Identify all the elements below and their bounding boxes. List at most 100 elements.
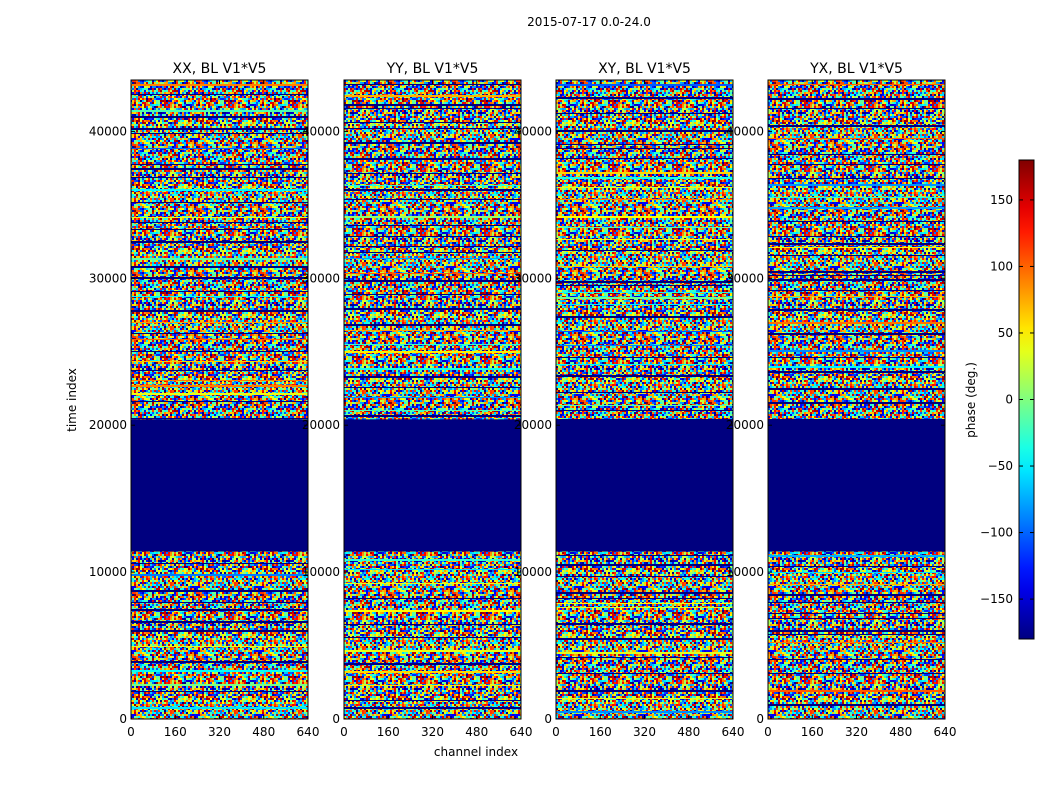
stripe	[556, 199, 733, 200]
y-tick-label: 30000	[302, 271, 340, 285]
stripe	[131, 602, 308, 603]
stripe	[556, 555, 733, 556]
stripe	[131, 333, 308, 334]
stripe	[556, 711, 733, 713]
y-tick-label: 0	[544, 712, 552, 726]
stripe	[556, 331, 733, 332]
stripe	[768, 371, 945, 373]
stripe	[768, 178, 945, 179]
y-tick-label: 20000	[514, 418, 552, 432]
x-tick-label: 0	[552, 725, 560, 739]
stripe	[344, 637, 521, 638]
stripe	[556, 130, 733, 132]
y-tick-label: 10000	[89, 565, 127, 579]
stripe	[344, 700, 521, 701]
stripe	[344, 236, 521, 237]
stripe	[131, 217, 308, 218]
x-tick-label: 480	[252, 725, 275, 739]
x-tick-label: 480	[889, 725, 912, 739]
stripe	[131, 661, 308, 663]
x-tick-label: 640	[934, 725, 957, 739]
stripe	[556, 172, 733, 174]
stripe	[344, 650, 521, 652]
stripe	[768, 271, 945, 273]
stripe	[768, 184, 945, 186]
stripe	[556, 410, 733, 411]
stripe	[344, 707, 521, 709]
stripe	[131, 189, 308, 191]
stripe	[768, 255, 945, 256]
stripe	[131, 222, 308, 223]
stripe	[344, 108, 521, 109]
stripe	[344, 173, 521, 174]
stripe	[556, 690, 733, 692]
stripe	[556, 638, 733, 640]
stripe	[556, 405, 733, 406]
stripe	[556, 187, 733, 188]
panel-4: YX, BL V1*V5 0 160 320 480 640 0 10000 20000 3000…	[726, 61, 957, 739]
stripe	[556, 113, 733, 114]
stripe	[344, 225, 521, 226]
stripe	[131, 351, 308, 352]
x-tick-label: 0	[340, 725, 348, 739]
stripe	[344, 258, 521, 259]
stripe	[556, 84, 733, 86]
stripe	[344, 294, 521, 295]
stripe	[344, 104, 521, 106]
stripe	[556, 158, 733, 159]
x-tick-label: 320	[421, 725, 444, 739]
stripe	[131, 401, 308, 402]
stripe	[344, 330, 521, 331]
y-tick-label: 0	[119, 712, 127, 726]
stripe	[131, 646, 308, 647]
x-tick-label: 320	[208, 725, 231, 739]
stripe	[768, 108, 945, 109]
x-tick-label: 640	[722, 725, 745, 739]
panel-2: YY, BL V1*V5 0 160 320 480 640 0 10000 20000 3000…	[302, 61, 533, 739]
stripe	[344, 559, 521, 561]
stripe	[768, 236, 945, 237]
flagged-band	[556, 419, 733, 552]
stripe	[344, 189, 521, 191]
stripe	[344, 308, 521, 310]
stripe	[131, 707, 308, 709]
stripe	[556, 285, 733, 286]
stripe	[556, 603, 733, 604]
stripe	[344, 273, 521, 274]
panel-1: XX, BL V1*V5 0 160 320 480 640 0 10000 20000 3000…	[89, 61, 320, 739]
stripe	[768, 630, 945, 632]
stripe	[344, 122, 521, 123]
stripe	[556, 698, 733, 699]
stripe	[131, 380, 308, 381]
stripe	[556, 576, 733, 577]
stripe	[131, 202, 308, 203]
stripe	[131, 168, 308, 170]
stripe	[131, 370, 308, 371]
colorbar-tick-label: −50	[988, 459, 1013, 473]
stripe	[344, 685, 521, 686]
colorbar-tick-label: 100	[990, 259, 1013, 273]
stripe	[131, 296, 308, 297]
stripe	[768, 164, 945, 165]
stripe	[556, 292, 733, 293]
colorbar-label: phase (deg.)	[964, 362, 978, 438]
stripe	[344, 324, 521, 326]
y-axis-label: time index	[65, 368, 79, 432]
stripe	[131, 574, 308, 576]
stripe	[556, 144, 733, 145]
stripe	[131, 128, 308, 130]
stripe	[768, 333, 945, 335]
stripe	[131, 361, 308, 362]
colorbar-tick-label: −100	[980, 526, 1013, 540]
stripe	[131, 609, 308, 611]
stripe	[131, 116, 308, 118]
y-tick-label: 10000	[302, 565, 340, 579]
stripe	[768, 704, 945, 706]
colorbar-tick-label: 50	[998, 326, 1013, 340]
y-tick-label: 40000	[514, 124, 552, 138]
stripe	[556, 598, 733, 599]
x-tick-label: 160	[589, 725, 612, 739]
y-tick-label: 0	[756, 712, 764, 726]
panel-title: YY, BL V1*V5	[386, 61, 479, 77]
panel-3: XY, BL V1*V5 0 160 320 480 640 0 10000 20000 3000…	[514, 61, 745, 739]
